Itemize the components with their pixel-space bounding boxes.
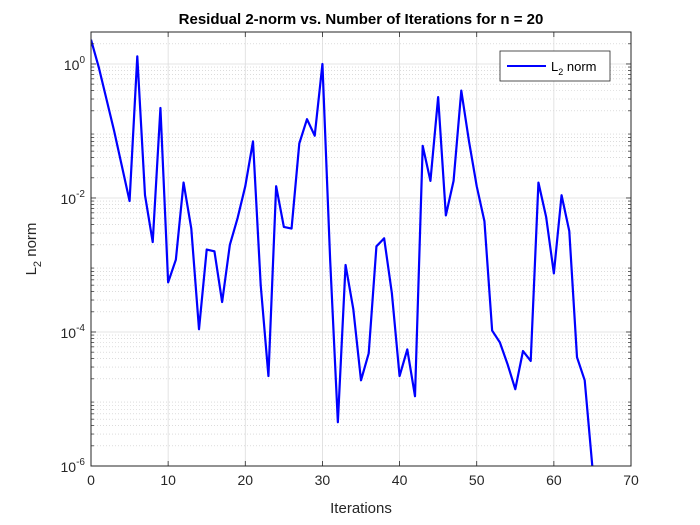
grid-lines (90, 32, 632, 467)
x-tick-label: 30 (315, 472, 331, 488)
legend-entry-base: L (551, 59, 558, 74)
x-tick-label: 10 (160, 472, 176, 488)
x-tick-label: 50 (469, 472, 485, 488)
series-layer (91, 39, 594, 466)
y-axis-label: L2 norm (23, 223, 44, 276)
y-axis-label-sub: 2 (32, 261, 44, 267)
y-tick-label: 10-4 (61, 323, 86, 341)
legend: L2 norm (499, 50, 611, 82)
plot-border (90, 31, 632, 467)
legend-entry-sub: 2 (558, 67, 563, 77)
y-axis-label-rest: norm (23, 223, 40, 261)
legend-entry-rest: norm (563, 59, 596, 74)
y-tick-label: 10-2 (61, 189, 86, 207)
series-line-0 (91, 39, 594, 466)
x-tick-label: 60 (546, 472, 562, 488)
x-tick-label: 0 (87, 472, 95, 488)
x-tick-label: 40 (392, 472, 408, 488)
plot-area (91, 32, 631, 466)
y-tick-label: 10-6 (61, 457, 86, 475)
y-axis-label-base: L (23, 267, 40, 275)
x-axis-label: Iterations (330, 500, 392, 517)
x-tick-label: 20 (237, 472, 253, 488)
axis-ticks: 0 10 20 30 40 50 60 70 10-6 10-4 10-2 100 (61, 32, 639, 488)
chart-title: Residual 2-norm vs. Number of Iterations… (179, 11, 544, 28)
legend-entry-label: L2 norm (551, 59, 596, 77)
x-tick-label: 70 (623, 472, 639, 488)
y-tick-label: 100 (64, 55, 86, 73)
